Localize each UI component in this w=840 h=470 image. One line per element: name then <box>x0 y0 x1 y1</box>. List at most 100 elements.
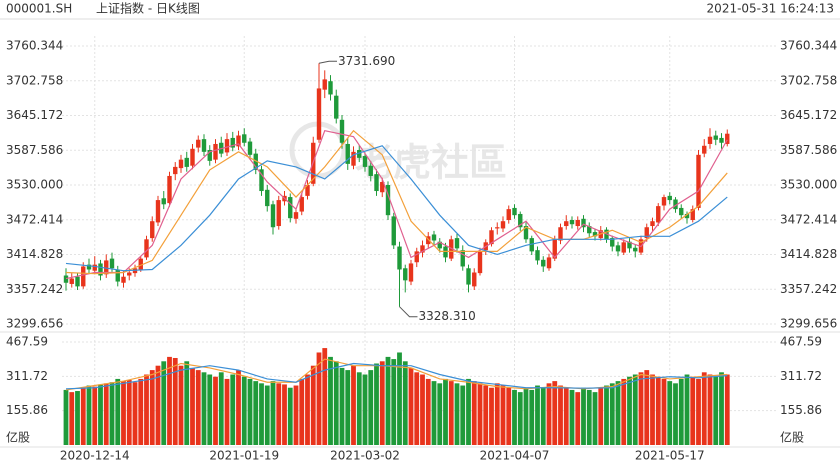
y-tick-label: 3414.828 <box>780 247 837 261</box>
candle-body <box>86 264 92 270</box>
volume-bar <box>414 372 420 445</box>
volume-bar <box>661 378 667 445</box>
candle-body <box>201 139 207 152</box>
candle-body <box>184 157 189 167</box>
candle-body <box>236 135 241 147</box>
candle-body <box>454 238 460 249</box>
volume-bar <box>408 367 414 445</box>
candle-body <box>431 234 437 241</box>
volume-bar <box>615 381 621 445</box>
candle-body <box>391 216 396 246</box>
candle-body <box>650 221 655 227</box>
candle-body <box>104 260 109 275</box>
symbol: 000001.SH <box>6 2 72 16</box>
candle-body <box>138 258 143 270</box>
volume-bar <box>259 383 264 445</box>
candle-body <box>426 236 431 245</box>
y-tick-label: 3587.586 <box>6 143 63 157</box>
volume-bar <box>535 385 540 445</box>
volume-bar <box>253 381 259 445</box>
annotation: 3328.310 <box>419 309 476 323</box>
candle-body <box>460 250 465 267</box>
candle-body <box>190 148 195 166</box>
candle-body <box>81 266 86 287</box>
candle-body <box>535 250 540 261</box>
volume-bar <box>184 361 190 445</box>
x-tick-label: 2021-01-19 <box>209 449 279 463</box>
moving-average <box>65 129 728 280</box>
volume-bar <box>604 385 609 445</box>
volume-bar <box>126 380 132 445</box>
x-tick-label: 2021-04-07 <box>480 449 550 463</box>
volume-bar <box>224 378 230 445</box>
volume-bar <box>63 389 69 445</box>
candle-body <box>472 272 477 287</box>
volume-bar <box>402 361 408 445</box>
volume-bar <box>500 385 506 445</box>
y-tick-label: 3702.758 <box>6 73 63 87</box>
candle-body <box>702 145 707 154</box>
candle-body <box>316 88 322 140</box>
candle-body <box>541 259 546 267</box>
y2-tick-label: 467.59 <box>6 335 48 349</box>
volume-bar <box>443 378 448 445</box>
volume-bar <box>379 361 385 445</box>
candle-body <box>713 135 718 140</box>
volume-bar <box>575 392 581 445</box>
annotation: 3731.690 <box>338 54 395 68</box>
candle-body <box>253 153 258 170</box>
volume-bar <box>270 381 276 445</box>
candle-body <box>569 219 575 225</box>
candle-body <box>259 169 264 192</box>
volume-bar <box>690 376 696 445</box>
candle-body <box>725 133 730 144</box>
volume-bar <box>92 386 98 445</box>
candle-body <box>690 209 695 220</box>
candle-body <box>414 251 419 263</box>
volume-bar <box>161 361 167 445</box>
volume-bar <box>546 383 552 445</box>
candle-body <box>558 227 563 241</box>
candle-body <box>477 251 483 274</box>
volume-bar <box>724 374 730 445</box>
candle-body <box>610 238 615 247</box>
candle-body <box>374 174 379 192</box>
candle-body <box>230 137 235 148</box>
volume-bar <box>276 383 282 445</box>
volume-bar <box>448 381 454 445</box>
candle-body <box>552 239 557 259</box>
y2-tick-label: 155.86 <box>780 403 822 417</box>
volume-bar <box>506 387 512 445</box>
volume-bar <box>437 383 443 445</box>
volume-bar <box>178 365 184 445</box>
volume-bar <box>333 361 339 445</box>
volume-bar <box>299 378 305 445</box>
candle-body <box>621 242 626 253</box>
volume-bar <box>236 370 241 445</box>
volume-bar <box>103 383 109 445</box>
candle-body <box>265 189 270 207</box>
volume-bar <box>471 381 477 445</box>
y-tick-label: 3760.344 <box>6 39 63 53</box>
volume-bar <box>673 383 678 445</box>
y-tick-label: 3357.242 <box>780 282 837 296</box>
x-tick-label: 2020-12-14 <box>60 449 130 463</box>
volume-bar <box>460 385 466 445</box>
volume-bar <box>356 372 362 445</box>
volume-bar <box>328 356 333 445</box>
volume-bar <box>316 352 322 445</box>
candle-body <box>661 197 667 206</box>
timestamp: 2021-05-31 16:24:13 <box>707 2 834 16</box>
candle-body <box>673 199 678 210</box>
volume-bar <box>86 385 92 445</box>
candle-body <box>127 272 132 276</box>
y-tick-label: 3645.172 <box>780 108 837 122</box>
volume-bar <box>213 376 218 445</box>
volume-bar <box>696 378 701 445</box>
y-tick-label: 3299.656 <box>780 317 837 331</box>
candle-body <box>357 150 362 158</box>
y2-tick-label: 311.72 <box>6 369 48 383</box>
volume-bar <box>420 374 425 445</box>
annotation-leader <box>399 306 418 318</box>
